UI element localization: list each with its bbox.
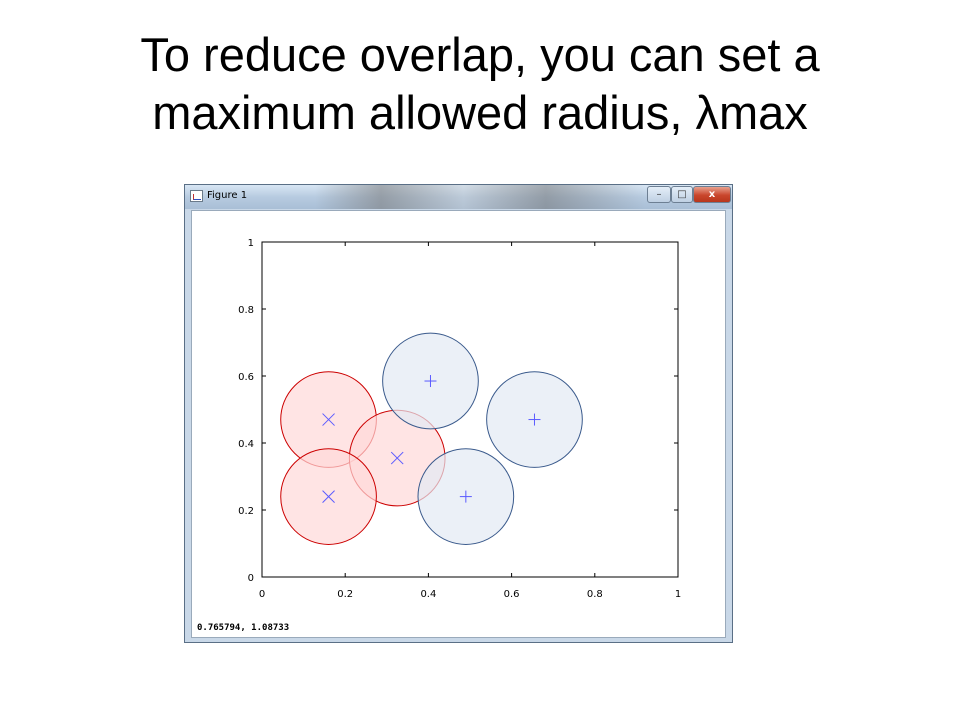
x-tick-label-2: 0.4: [420, 589, 436, 600]
pointer-coordinates-readout: 0.765794, 1.08733: [197, 623, 290, 633]
titlebar-background: [315, 185, 645, 209]
x-tick-label-1: 0.2: [337, 589, 353, 600]
axes-frame: [261, 241, 679, 578]
slide-title-line-2: maximum allowed radius, λmax: [152, 86, 808, 139]
window-title: Figure 1: [207, 190, 248, 201]
y-tick-label-4: 0.8: [238, 305, 254, 316]
y-tick-label-1: 0.2: [238, 506, 254, 517]
circle-layer: [280, 332, 583, 545]
slide-title-line-1: To reduce overlap, you can set a: [140, 28, 820, 81]
plus-marker-0: [424, 375, 437, 388]
y-tick-label-5: 1: [248, 238, 254, 249]
figure-app-icon: [190, 190, 203, 202]
x-tick-label-3: 0.6: [504, 589, 520, 600]
close-button[interactable]: x: [693, 186, 731, 203]
plus-marker-1: [528, 413, 541, 426]
minimize-button[interactable]: –: [647, 186, 671, 203]
x-tick-label-0: 0: [259, 589, 265, 600]
x-marker-1: [390, 451, 404, 465]
x-tick-label-5: 1: [675, 589, 681, 600]
x-marker-2: [322, 490, 335, 503]
maximize-button[interactable]: □: [671, 186, 693, 203]
y-tick-label-3: 0.6: [238, 372, 254, 383]
y-tick-label-2: 0.4: [238, 439, 254, 450]
figure-canvas[interactable]: 0 0.2 0.4 0.6 0.8 1 0 0.2 0.4 0.6 0.8 1 0.765794, 1…: [191, 210, 726, 638]
y-tick-label-0: 0: [248, 573, 254, 584]
axes-box: [261, 241, 679, 578]
plus-marker-2: [459, 490, 472, 503]
x-marker-0: [322, 413, 335, 426]
marker-layer: [322, 375, 541, 503]
figure-window: Figure 1 – □ x 0 0.2 0.4 0.6 0.8 1 0 0.2 0.4 0.6 0…: [184, 184, 733, 643]
plot-area: 0 0.2 0.4 0.6 0.8 1 0 0.2 0.4 0.6 0.8 1: [238, 238, 681, 600]
slide-title: To reduce overlap, you can set a maximum…: [0, 26, 960, 142]
x-tick-label-4: 0.8: [587, 589, 603, 600]
tick-label-layer: 0 0.2 0.4 0.6 0.8 1 0 0.2 0.4 0.6 0.8 1: [238, 238, 681, 600]
window-titlebar[interactable]: Figure 1 – □ x: [185, 185, 732, 209]
